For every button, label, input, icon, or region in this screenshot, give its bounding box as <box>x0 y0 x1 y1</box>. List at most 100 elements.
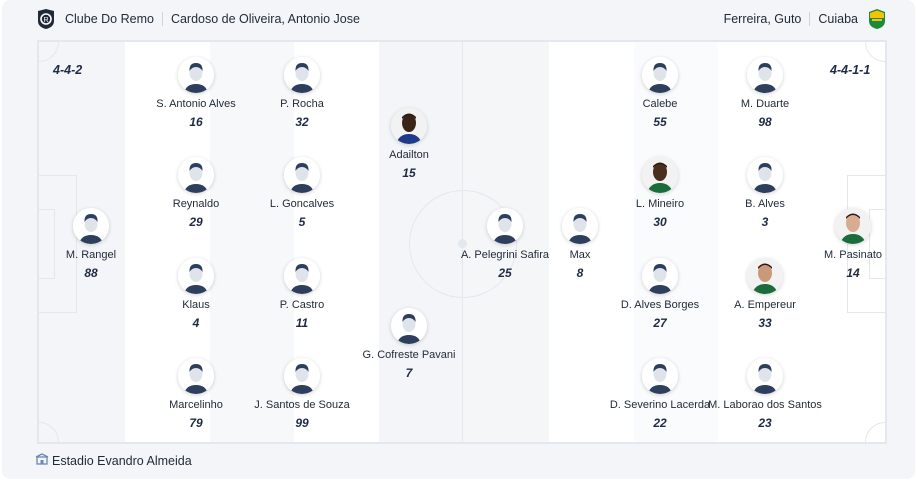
player-name[interactable]: B. Alves <box>745 198 785 210</box>
player-name[interactable]: L. Goncalves <box>269 198 335 210</box>
venue: Estadio Evandro Almeida <box>35 452 192 469</box>
away-team-name[interactable]: Cuiaba <box>818 12 858 26</box>
player-avatar[interactable] <box>178 157 214 193</box>
player-away[interactable]: Max 8 <box>515 208 645 280</box>
player-away[interactable]: D. Severino Lacerda 22 <box>595 358 725 430</box>
away-coach[interactable]: Ferreira, Guto <box>723 12 802 26</box>
player-name[interactable]: M. Laborao dos Santos <box>708 399 822 411</box>
player-home[interactable]: M. Rangel 88 <box>26 208 156 280</box>
player-name[interactable]: G. Cofreste Pavani <box>362 349 456 361</box>
player-avatar[interactable] <box>642 358 678 394</box>
player-avatar[interactable] <box>747 358 783 394</box>
player-number: 79 <box>189 416 203 430</box>
player-home[interactable]: Reynaldo 29 <box>131 157 261 229</box>
player-avatar[interactable] <box>178 358 214 394</box>
player-name[interactable]: D. Alves Borges <box>620 299 700 311</box>
player-number: 29 <box>189 215 203 229</box>
player-number: 3 <box>761 215 769 229</box>
away-formation: 4-4-1-1 <box>830 63 871 77</box>
player-avatar[interactable] <box>642 57 678 93</box>
player-avatar[interactable] <box>178 258 214 294</box>
player-number: 27 <box>653 316 667 330</box>
player-avatar[interactable] <box>178 57 214 93</box>
player-name[interactable]: Klaus <box>182 299 210 311</box>
player-name[interactable]: Calebe <box>642 98 678 110</box>
player-name[interactable]: P. Castro <box>279 299 325 311</box>
player-avatar[interactable] <box>642 258 678 294</box>
player-avatar[interactable] <box>391 308 427 344</box>
divider <box>809 12 811 26</box>
player-name[interactable]: Max <box>569 249 591 261</box>
player-away[interactable]: M. Duarte 98 <box>700 57 830 129</box>
player-number: 16 <box>189 115 203 129</box>
player-avatar[interactable] <box>562 208 598 244</box>
player-away[interactable]: M. Pasinato 14 <box>788 208 917 280</box>
player-number: 23 <box>758 416 772 430</box>
player-avatar[interactable] <box>73 208 109 244</box>
home-coach[interactable]: Cardoso de Oliveira, Antonio Jose <box>170 12 360 26</box>
player-name[interactable]: M. Rangel <box>65 249 117 261</box>
player-number: 88 <box>84 266 98 280</box>
player-name[interactable]: Adailton <box>389 149 429 161</box>
player-number: 98 <box>758 115 772 129</box>
divider <box>161 12 163 26</box>
player-home[interactable]: Adailton 15 <box>344 108 474 180</box>
cuiaba-logo <box>867 8 887 30</box>
player-away[interactable]: M. Laborao dos Santos 23 <box>700 358 830 430</box>
player-number: 22 <box>653 416 667 430</box>
away-header: Ferreira, Guto Cuiaba <box>724 8 887 30</box>
player-name[interactable]: J. Santos de Souza <box>254 399 350 411</box>
player-avatar[interactable] <box>284 57 320 93</box>
player-avatar[interactable] <box>284 157 320 193</box>
player-number: 55 <box>653 115 667 129</box>
player-home[interactable]: G. Cofreste Pavani 7 <box>344 308 474 380</box>
player-avatar[interactable] <box>284 258 320 294</box>
player-home[interactable]: P. Rocha 32 <box>237 57 367 129</box>
home-header: R Clube Do Remo Cardoso de Oliveira, Ant… <box>36 8 360 30</box>
player-avatar[interactable] <box>391 108 427 144</box>
player-name[interactable]: A. Pelegrini Safira <box>460 249 550 261</box>
player-avatar[interactable] <box>747 157 783 193</box>
player-name[interactable]: L. Mineiro <box>635 198 685 210</box>
player-home[interactable]: A. Pelegrini Safira 25 <box>440 208 570 280</box>
player-name[interactable]: P. Rocha <box>280 98 324 110</box>
player-away[interactable]: Calebe 55 <box>595 57 725 129</box>
player-away[interactable]: L. Mineiro 30 <box>595 157 725 229</box>
player-number: 25 <box>498 266 512 280</box>
player-number: 7 <box>405 366 413 380</box>
player-name[interactable]: M. Duarte <box>740 98 790 110</box>
player-home[interactable]: P. Castro 11 <box>237 258 367 330</box>
player-avatar[interactable] <box>747 57 783 93</box>
player-number: 30 <box>653 215 667 229</box>
player-away[interactable]: B. Alves 3 <box>700 157 830 229</box>
stadium-icon <box>35 452 49 469</box>
player-home[interactable]: Marcelinho 79 <box>131 358 261 430</box>
player-name[interactable]: M. Pasinato <box>823 249 883 261</box>
home-formation: 4-4-2 <box>53 63 83 77</box>
home-team-name[interactable]: Clube Do Remo <box>65 12 154 26</box>
player-avatar[interactable] <box>835 208 871 244</box>
player-avatar[interactable] <box>487 208 523 244</box>
player-number: 33 <box>758 316 772 330</box>
player-away[interactable]: A. Empereur 33 <box>700 258 830 330</box>
player-name[interactable]: D. Severino Lacerda <box>609 399 711 411</box>
player-home[interactable]: L. Goncalves 5 <box>237 157 367 229</box>
player-number: 5 <box>298 215 306 229</box>
player-name[interactable]: S. Antonio Alves <box>156 98 236 110</box>
player-name[interactable]: Reynaldo <box>172 198 220 210</box>
player-avatar[interactable] <box>642 157 678 193</box>
player-away[interactable]: D. Alves Borges 27 <box>595 258 725 330</box>
player-home[interactable]: J. Santos de Souza 99 <box>237 358 367 430</box>
player-number: 8 <box>576 266 584 280</box>
player-avatar[interactable] <box>747 258 783 294</box>
player-avatar[interactable] <box>284 358 320 394</box>
player-number: 32 <box>295 115 309 129</box>
venue-name: Estadio Evandro Almeida <box>52 453 192 468</box>
player-home[interactable]: S. Antonio Alves 16 <box>131 57 261 129</box>
player-name[interactable]: A. Empereur <box>734 299 796 311</box>
player-number: 4 <box>192 316 200 330</box>
player-name[interactable]: Marcelinho <box>169 399 223 411</box>
player-number: 14 <box>846 266 860 280</box>
player-number: 15 <box>402 166 416 180</box>
player-home[interactable]: Klaus 4 <box>131 258 261 330</box>
